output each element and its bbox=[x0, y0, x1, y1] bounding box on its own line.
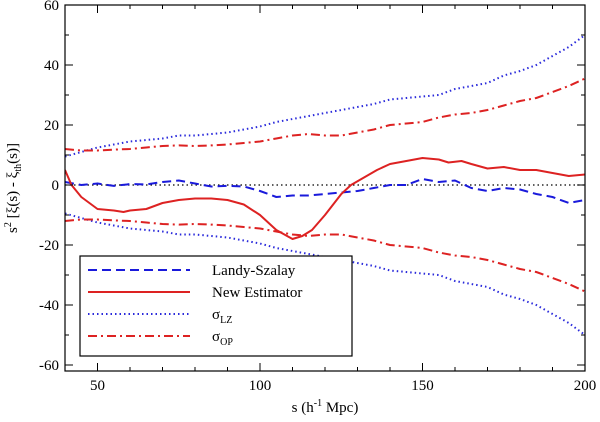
x-axis-title: s (h-1 Mpc) bbox=[292, 398, 359, 416]
y-tick-label: 0 bbox=[52, 178, 60, 194]
series-line-sigma-lz-lower bbox=[65, 212, 585, 336]
x-tick-label: 200 bbox=[574, 378, 597, 394]
y-tick-label: 60 bbox=[44, 0, 59, 14]
series-line-sigma-op-lower bbox=[65, 218, 585, 293]
y-tick-label: 20 bbox=[44, 118, 59, 134]
x-tick-label: 50 bbox=[90, 378, 105, 394]
x-tick-label: 150 bbox=[411, 378, 434, 394]
y-axis-title: s2 [ξ(s) - ξth(s)] bbox=[3, 143, 24, 233]
x-tick-label: 100 bbox=[249, 378, 272, 394]
series-line-sigma-lz-upper bbox=[65, 34, 585, 158]
legend: Landy-Szalay New Estimator σLZ σOP bbox=[79, 255, 353, 357]
series-line-landy-szalay bbox=[65, 178, 585, 204]
legend-label-sigma-lz: σLZ bbox=[212, 307, 232, 326]
legend-label-sigma-op: σOP bbox=[212, 329, 233, 348]
legend-label-new-estimator: New Estimator bbox=[212, 285, 302, 301]
legend-box bbox=[79, 255, 353, 357]
tick-label-layer: 50 100 150 200 -60 -40 -20 0 20 40 60 bbox=[39, 0, 596, 394]
series-line-new-estimator bbox=[65, 157, 585, 240]
y-tick-label: 40 bbox=[44, 58, 59, 74]
tick-layer bbox=[64, 4, 586, 371]
series-line-sigma-op-upper bbox=[65, 77, 585, 152]
y-tick-label: -40 bbox=[39, 298, 59, 314]
series-layer bbox=[65, 34, 585, 336]
y-tick-label: -20 bbox=[39, 238, 59, 254]
y-tick-label: -60 bbox=[39, 358, 59, 374]
legend-label-landy-szalay: Landy-Szalay bbox=[212, 263, 296, 279]
